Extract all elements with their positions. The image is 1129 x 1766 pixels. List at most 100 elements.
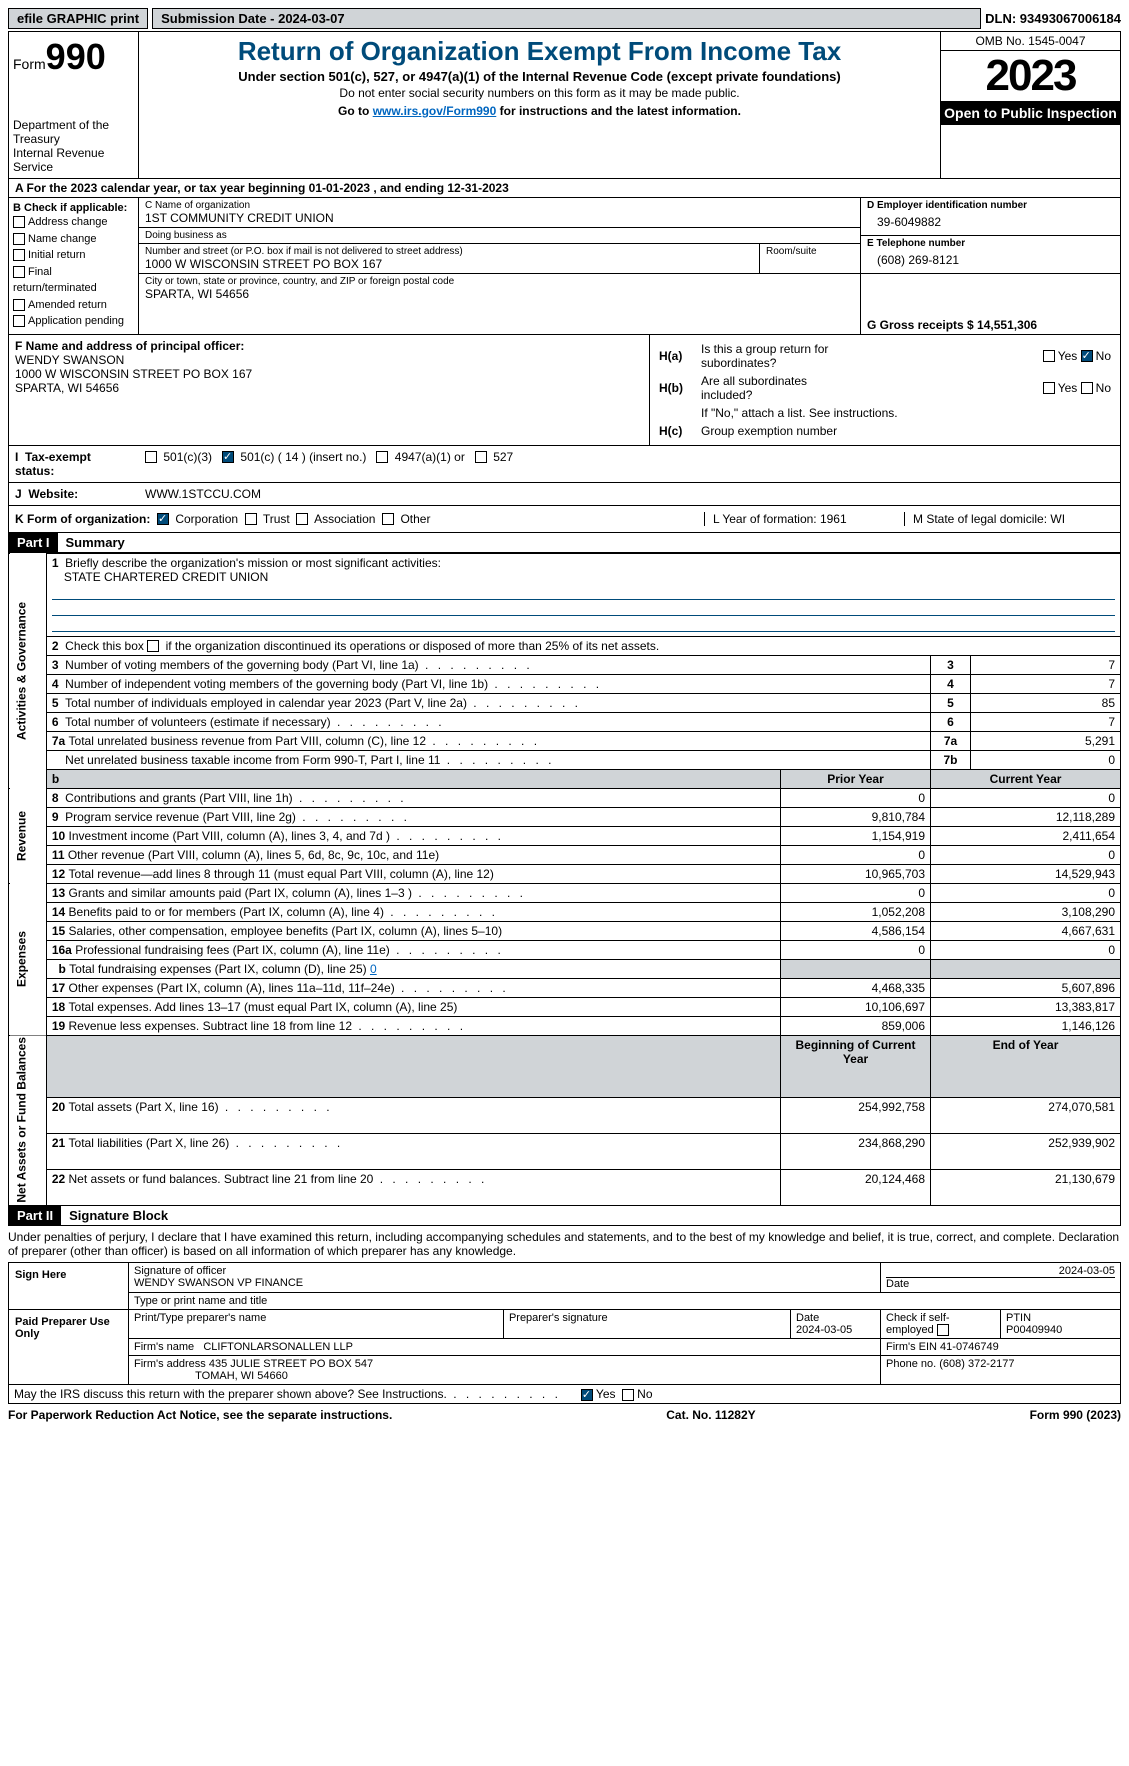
chk-name-change[interactable]: Name change	[13, 231, 134, 248]
officer-addr: 1000 W WISCONSIN STREET PO BOX 167	[15, 367, 643, 381]
firm-addr2: TOMAH, WI 54660	[195, 1370, 288, 1382]
chk-application-pending[interactable]: Application pending	[13, 313, 134, 330]
dept-label: Department of the Treasury	[13, 118, 134, 146]
chk-trust[interactable]	[245, 513, 257, 525]
box-h: H(a) Is this a group return forsubordina…	[650, 335, 1120, 445]
form-subtitle: Under section 501(c), 527, or 4947(a)(1)…	[145, 69, 934, 84]
firm-ein-val: 41-0746749	[940, 1341, 999, 1353]
table-row: 7a Total unrelated business revenue from…	[9, 731, 1121, 750]
sign-here-label: Sign Here	[9, 1263, 129, 1310]
chk-assoc[interactable]	[296, 513, 308, 525]
q1-text: Briefly describe the organization's miss…	[65, 556, 441, 570]
ha-label: H(a)	[658, 341, 698, 371]
hb-yes-chk[interactable]	[1043, 382, 1055, 394]
table-row: 3 Number of voting members of the govern…	[9, 655, 1121, 674]
form-number: 990	[46, 36, 106, 77]
footer-left: For Paperwork Reduction Act Notice, see …	[8, 1408, 392, 1422]
sig-type-cap: Type or print name and title	[129, 1293, 1121, 1310]
form-header: Form990 Department of the Treasury Inter…	[8, 31, 1121, 179]
chk-501c3[interactable]	[145, 451, 157, 463]
tax-year: 2023	[941, 51, 1120, 101]
chk-initial-return[interactable]: Initial return	[13, 247, 134, 264]
chk-final-return[interactable]: Final return/terminated	[13, 264, 134, 297]
chk-501c[interactable]	[222, 451, 234, 463]
hb-no-chk[interactable]	[1081, 382, 1093, 394]
box-b-title: B Check if applicable:	[13, 202, 134, 214]
officer-city: SPARTA, WI 54656	[15, 381, 643, 395]
box-b: B Check if applicable: Address change Na…	[9, 198, 139, 334]
irs-link[interactable]: www.irs.gov/Form990	[373, 104, 497, 118]
table-row: 22 Net assets or fund balances. Subtract…	[9, 1170, 1121, 1206]
discuss-no-chk[interactable]	[622, 1389, 634, 1401]
form-title: Return of Organization Exempt From Incom…	[145, 36, 934, 67]
addr-val: 1000 W WISCONSIN STREET PO BOX 167	[145, 257, 753, 271]
block-bcdeg: B Check if applicable: Address change Na…	[8, 198, 1121, 335]
hb-note: If "No," attach a list. See instructions…	[700, 405, 1112, 421]
table-row: Net unrelated business taxable income fr…	[9, 750, 1121, 769]
prep-name-cap: Print/Type preparer's name	[129, 1310, 504, 1339]
discuss-text: May the IRS discuss this return with the…	[14, 1387, 561, 1401]
hb-label: H(b)	[658, 373, 698, 403]
table-row: b Total fundraising expenses (Part IX, c…	[9, 959, 1121, 978]
prep-sig-cap: Preparer's signature	[503, 1310, 790, 1339]
phone-val: (608) 269-8121	[867, 249, 1114, 271]
paid-preparer-label: Paid Preparer Use Only	[9, 1310, 129, 1385]
sig-date-cap: Date	[886, 1278, 1115, 1290]
row-klm: K Form of organization: Corporation Trus…	[8, 506, 1121, 533]
table-row: 12 Total revenue—add lines 8 through 11 …	[9, 864, 1121, 883]
ha-no-chk[interactable]	[1081, 350, 1093, 362]
row-i: I Tax-exempt status: 501(c)(3) 501(c) ( …	[8, 446, 1121, 483]
chk-address-change[interactable]: Address change	[13, 214, 134, 231]
table-row: 10 Investment income (Part VIII, column …	[9, 826, 1121, 845]
box-c: C Name of organization 1ST COMMUNITY CRE…	[139, 198, 860, 334]
chk-corp[interactable]	[157, 513, 169, 525]
table-row: 15 Salaries, other compensation, employe…	[9, 921, 1121, 940]
discuss-yes-chk[interactable]	[581, 1389, 593, 1401]
declaration-text: Under penalties of perjury, I declare th…	[8, 1226, 1121, 1262]
chk-amended-return[interactable]: Amended return	[13, 297, 134, 314]
ein-val: 39-6049882	[867, 211, 1114, 233]
hc-label: H(c)	[658, 423, 698, 439]
header-mid: Return of Organization Exempt From Incom…	[139, 32, 940, 178]
chk-discontinued[interactable]	[147, 640, 159, 652]
submission-date-label: Submission Date - 2024-03-07	[152, 8, 981, 29]
vlabel-expenses: Expenses	[9, 883, 47, 1035]
signature-block: Sign Here Signature of officer WENDY SWA…	[8, 1262, 1121, 1404]
header-right: OMB No. 1545-0047 2023 Open to Public In…	[940, 32, 1120, 178]
city-val: SPARTA, WI 54656	[145, 287, 854, 301]
part-ii-label: Part II	[9, 1206, 61, 1225]
table-row: 5 Total number of individuals employed i…	[9, 693, 1121, 712]
chk-other[interactable]	[382, 513, 394, 525]
chk-self-employed[interactable]	[937, 1324, 949, 1336]
sig-officer-cap: Signature of officer	[134, 1265, 875, 1277]
state-domicile: M State of legal domicile: WI	[904, 512, 1114, 526]
firm-phone-val: (608) 372-2177	[939, 1358, 1014, 1370]
part-i-label: Part I	[9, 533, 58, 552]
mission-val: STATE CHARTERED CREDIT UNION	[52, 570, 268, 584]
ha-yes-chk[interactable]	[1043, 350, 1055, 362]
org-name-cap: C Name of organization	[145, 200, 854, 211]
row-a-tax-year: A For the 2023 calendar year, or tax yea…	[8, 179, 1121, 198]
table-row: 4 Number of independent voting members o…	[9, 674, 1121, 693]
public-inspection: Open to Public Inspection	[941, 101, 1120, 125]
sig-officer-val: WENDY SWANSON VP FINANCE	[134, 1277, 875, 1289]
room-cap: Room/suite	[766, 246, 854, 257]
year-formation: L Year of formation: 1961	[704, 512, 904, 526]
efile-print-button[interactable]: efile GRAPHIC print	[8, 8, 148, 29]
table-row: 19 Revenue less expenses. Subtract line …	[9, 1016, 1121, 1035]
table-row: 9 Program service revenue (Part VIII, li…	[9, 807, 1121, 826]
chk-4947[interactable]	[376, 451, 388, 463]
part-ii-title: Signature Block	[61, 1206, 176, 1225]
table-row: 17 Other expenses (Part IX, column (A), …	[9, 978, 1121, 997]
sig-date-val: 2024-03-05	[886, 1265, 1115, 1278]
table-row: 18 Total expenses. Add lines 13–17 (must…	[9, 997, 1121, 1016]
summary-table: Activities & Governance 1 Briefly descri…	[8, 553, 1121, 1207]
table-row: 6 Total number of volunteers (estimate i…	[9, 712, 1121, 731]
form-word: Form	[13, 56, 46, 72]
block-fh: F Name and address of principal officer:…	[8, 335, 1121, 446]
footer-mid: Cat. No. 11282Y	[666, 1408, 755, 1422]
table-row: 16a Professional fundraising fees (Part …	[9, 940, 1121, 959]
col-deg: D Employer identification number 39-6049…	[860, 198, 1120, 334]
vlabel-revenue: Revenue	[9, 788, 47, 883]
chk-527[interactable]	[475, 451, 487, 463]
